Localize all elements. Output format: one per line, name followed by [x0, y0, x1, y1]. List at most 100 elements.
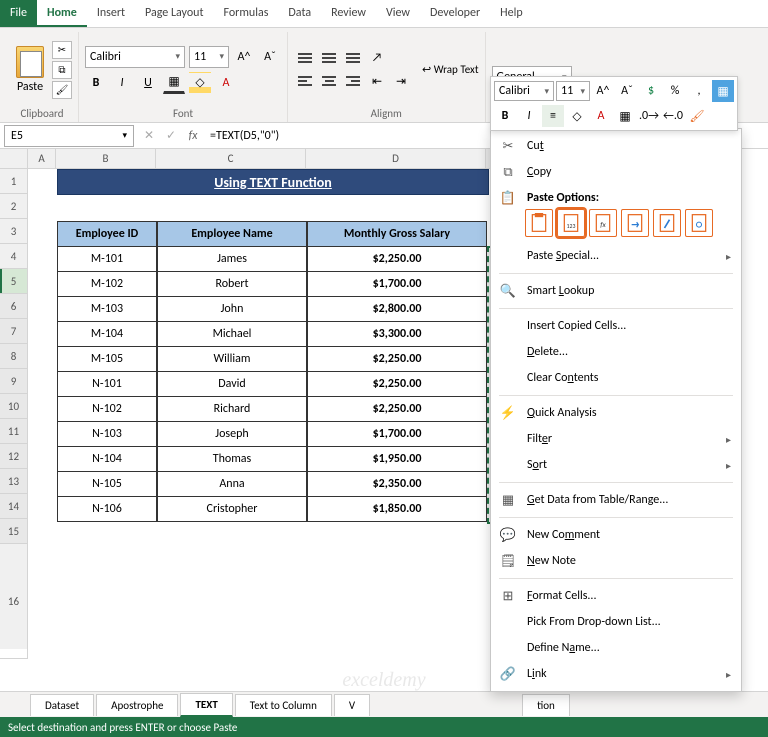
fx-button[interactable]: fx	[182, 129, 204, 143]
ctx-get-data[interactable]: ▦Get Data from Table/Range...	[491, 487, 741, 513]
paste-option-formatting[interactable]	[653, 209, 681, 237]
col-header[interactable]: C	[156, 149, 306, 169]
tab-view[interactable]: View	[376, 0, 420, 27]
ctx-insert-copied[interactable]: Insert Copied Cells...	[491, 313, 741, 339]
select-all-corner[interactable]	[0, 149, 28, 169]
bold-button[interactable]: B	[85, 72, 107, 94]
fill-color-button[interactable]: ◇	[189, 72, 211, 94]
table-cell[interactable]: $3,300.00	[307, 322, 487, 347]
mini-increase-font-button[interactable]: A^	[592, 80, 614, 102]
align-right-button[interactable]	[342, 71, 364, 91]
mini-accounting-format-button[interactable]: $	[640, 80, 662, 102]
underline-button[interactable]: U	[137, 72, 159, 94]
sheet-tab[interactable]: Text to Column	[235, 694, 332, 716]
align-bottom-button[interactable]	[342, 48, 364, 68]
mini-format-table-button[interactable]: ▦	[712, 80, 734, 102]
table-cell[interactable]: M-101	[57, 247, 157, 272]
table-cell[interactable]: N-101	[57, 372, 157, 397]
row-header[interactable]: 14	[0, 494, 28, 519]
font-size-combo[interactable]: 11▾	[189, 46, 229, 68]
table-cell[interactable]: Cristopher	[157, 497, 307, 522]
cut-button[interactable]: ✂	[52, 41, 72, 59]
tab-help[interactable]: Help	[490, 0, 533, 27]
ctx-format-cells[interactable]: ⊞Format Cells...	[491, 583, 741, 609]
table-cell[interactable]: N-105	[57, 472, 157, 497]
mini-format-painter-button[interactable]: 🖌	[686, 105, 708, 127]
paste-option-link[interactable]	[685, 209, 713, 237]
table-cell[interactable]: Michael	[157, 322, 307, 347]
col-header[interactable]: D	[306, 149, 486, 169]
tab-home[interactable]: Home	[37, 0, 87, 27]
orientation-button[interactable]: ↗	[366, 48, 388, 68]
ctx-new-comment[interactable]: 💬New Comment	[491, 522, 741, 548]
mini-bold-button[interactable]: B	[494, 105, 516, 127]
align-center-button[interactable]	[318, 71, 340, 91]
row-header[interactable]: 15	[0, 519, 28, 544]
decrease-font-button[interactable]: Aˇ	[259, 46, 281, 68]
borders-button[interactable]: ▦	[163, 72, 185, 94]
ctx-paste-special[interactable]: Paste Special...▸	[491, 243, 741, 269]
mini-decrease-decimal-button[interactable]: ←.0	[662, 105, 684, 127]
mini-decrease-font-button[interactable]: Aˇ	[616, 80, 638, 102]
format-painter-button[interactable]: 🖌	[52, 81, 72, 99]
table-cell[interactable]: $1,700.00	[307, 422, 487, 447]
row-header[interactable]: 7	[0, 319, 28, 344]
row-header[interactable]: 3	[0, 219, 28, 244]
table-cell[interactable]: N-104	[57, 447, 157, 472]
tab-data[interactable]: Data	[278, 0, 321, 27]
ctx-quick-analysis[interactable]: ⚡Quick Analysis	[491, 400, 741, 426]
table-cell[interactable]: $1,850.00	[307, 497, 487, 522]
table-cell[interactable]: Richard	[157, 397, 307, 422]
sheet-tab[interactable]: Apostrophe	[96, 694, 178, 716]
table-cell[interactable]: $2,350.00	[307, 472, 487, 497]
row-header[interactable]: 12	[0, 444, 28, 469]
increase-font-button[interactable]: A^	[233, 46, 255, 68]
italic-button[interactable]: I	[111, 72, 133, 94]
paste-option-all[interactable]	[525, 209, 553, 237]
table-cell[interactable]: Robert	[157, 272, 307, 297]
sheet-tab[interactable]: TEXT	[180, 693, 232, 717]
tab-file[interactable]: File	[0, 0, 37, 27]
mini-size-combo[interactable]: 11▾	[556, 81, 590, 101]
enter-formula-button[interactable]: ✓	[160, 128, 182, 143]
sheet-tab[interactable]: V	[334, 694, 370, 716]
col-header[interactable]: B	[56, 149, 156, 169]
mini-center-button[interactable]: ≡	[542, 105, 564, 127]
mini-percent-button[interactable]: %	[664, 80, 686, 102]
decrease-indent-button[interactable]: ⇤	[366, 71, 388, 91]
table-cell[interactable]: Thomas	[157, 447, 307, 472]
mini-font-combo[interactable]: Calibri▾	[494, 81, 554, 101]
wrap-text-button[interactable]: ↩ Wrap Text	[422, 63, 479, 76]
tab-pagelayout[interactable]: Page Layout	[135, 0, 213, 27]
table-cell[interactable]: $2,250.00	[307, 347, 487, 372]
table-cell[interactable]: David	[157, 372, 307, 397]
increase-indent-button[interactable]: ⇥	[390, 71, 412, 91]
table-cell[interactable]: Joseph	[157, 422, 307, 447]
font-name-combo[interactable]: Calibri▾	[85, 46, 185, 68]
row-header[interactable]: 5	[0, 269, 28, 294]
tab-insert[interactable]: Insert	[87, 0, 135, 27]
mini-font-color-button[interactable]: A	[590, 105, 612, 127]
table-cell[interactable]: $1,950.00	[307, 447, 487, 472]
ctx-filter[interactable]: Filter▸	[491, 426, 741, 452]
table-cell[interactable]: $2,250.00	[307, 372, 487, 397]
row-header[interactable]: 8	[0, 344, 28, 369]
row-header[interactable]: 2	[0, 194, 28, 219]
row-header[interactable]: 1	[0, 169, 28, 194]
row-header[interactable]: 13	[0, 469, 28, 494]
ctx-copy[interactable]: ⧉Copy	[491, 159, 741, 185]
row-header[interactable]: 11	[0, 419, 28, 444]
sheet-tab[interactable]: Dataset	[30, 694, 94, 716]
col-header[interactable]: A	[28, 149, 56, 169]
table-cell[interactable]: M-103	[57, 297, 157, 322]
table-cell[interactable]: N-106	[57, 497, 157, 522]
align-left-button[interactable]	[294, 71, 316, 91]
table-cell[interactable]: M-104	[57, 322, 157, 347]
ctx-clear-contents[interactable]: Clear Contents	[491, 365, 741, 391]
cancel-formula-button[interactable]: ✕	[138, 128, 160, 143]
font-color-button[interactable]: A	[215, 72, 237, 94]
table-cell[interactable]: N-102	[57, 397, 157, 422]
row-header[interactable]: 16	[0, 544, 28, 659]
row-header[interactable]: 9	[0, 369, 28, 394]
align-top-button[interactable]	[294, 48, 316, 68]
